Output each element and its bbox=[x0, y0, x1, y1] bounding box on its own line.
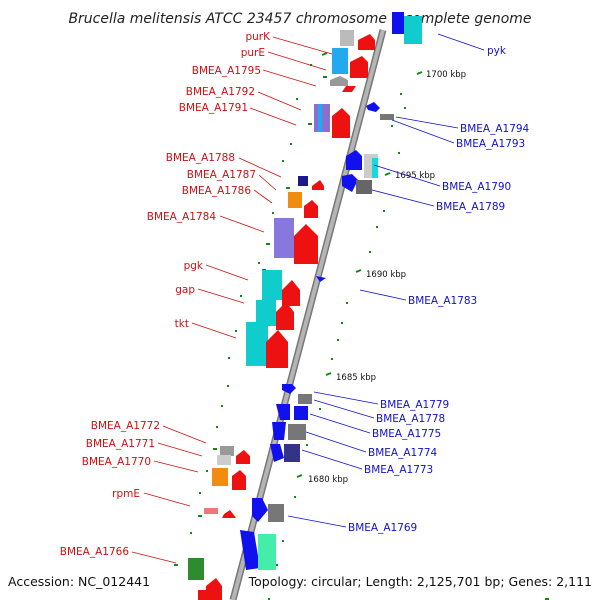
label-BMEA_A1773: BMEA_A1773 bbox=[364, 464, 433, 476]
label-BMEA_A1792: BMEA_A1792 bbox=[186, 86, 255, 98]
gene-BMEA_A1791-arrow bbox=[332, 108, 350, 138]
gene-BMEA_A1793-box bbox=[380, 114, 394, 120]
label-BMEA_A1771: BMEA_A1771 bbox=[86, 438, 155, 450]
gene-purE-small-red bbox=[342, 86, 356, 92]
gene-BMEA_A1773-arrow bbox=[270, 444, 284, 462]
map-title: Brucella melitensis ATCC 23457 chromosom… bbox=[68, 11, 531, 27]
label-BMEA_A1766: BMEA_A1766 bbox=[60, 546, 130, 558]
gene-BMEA_A1794-arrow bbox=[366, 102, 380, 112]
tick-label-1700: 1700 kbp bbox=[426, 70, 466, 80]
label-tkt: tkt bbox=[175, 318, 189, 330]
gene-BMEA_A1772-arrow bbox=[236, 450, 250, 464]
label-BMEA_A1770: BMEA_A1770 bbox=[82, 456, 151, 468]
tick-label-1695: 1695 kbp bbox=[395, 171, 435, 181]
label-gap: gap bbox=[175, 284, 195, 296]
gene-BMEA_A1786-box bbox=[288, 192, 302, 208]
label-BMEA_A1789: BMEA_A1789 bbox=[436, 201, 505, 213]
gene-BMEA_A1772-box bbox=[220, 446, 234, 456]
label-BMEA_A1794: BMEA_A1794 bbox=[460, 123, 530, 135]
label-BMEA_A1778: BMEA_A1778 bbox=[376, 413, 445, 425]
label-BMEA_A1791: BMEA_A1791 bbox=[179, 102, 248, 114]
label-BMEA_A1787: BMEA_A1787 bbox=[187, 169, 256, 181]
tick-label-1685: 1685 kbp bbox=[336, 373, 376, 383]
gene-BMEA_A1779-arrow bbox=[282, 384, 296, 394]
gene-BMEA_A1770-arrow bbox=[232, 470, 246, 490]
gene-BMEA_A1789-arrow bbox=[342, 174, 358, 192]
gene-gap-arrow bbox=[276, 302, 294, 330]
gene-BMEA_A1769-arrow bbox=[252, 498, 268, 522]
tick-label-1690: 1690 kbp bbox=[366, 270, 406, 280]
gene-BMEA_A1778-box bbox=[298, 394, 312, 404]
gene-BMEA_A1795-arrow bbox=[350, 56, 368, 78]
forward-genes bbox=[188, 30, 375, 600]
gene-rpmE-arrow bbox=[222, 510, 236, 518]
reverse-genes bbox=[240, 12, 422, 570]
gene-BMEA_A1775-arrow bbox=[276, 404, 290, 420]
right-labels: pyk BMEA_A1794 BMEA_A1793 BMEA_A1790 BME… bbox=[287, 33, 530, 534]
gene-BMEA_A1766-box bbox=[188, 558, 204, 580]
label-BMEA_A1788: BMEA_A1788 bbox=[166, 152, 235, 164]
gene-pgk-arrow bbox=[282, 280, 300, 306]
gene-BMEA_A1784-arrow bbox=[294, 224, 318, 264]
accession-text: Accession: NC_012441 bbox=[8, 574, 150, 589]
gene-BMEA_A1770-box bbox=[212, 468, 228, 486]
gene-BMEA_A1766r-arrow bbox=[240, 530, 260, 570]
gene-pyk-box bbox=[404, 16, 422, 44]
label-purE: purE bbox=[241, 47, 265, 59]
label-BMEA_A1784: BMEA_A1784 bbox=[147, 211, 217, 223]
gene-pgk-box bbox=[262, 270, 282, 300]
gene-rpmE-box bbox=[204, 508, 218, 514]
gene-tkt-box bbox=[246, 322, 268, 366]
gene-BMEA_A1784-box bbox=[274, 218, 294, 258]
gene-gap-box bbox=[256, 300, 276, 326]
label-BMEA_A1786: BMEA_A1786 bbox=[182, 185, 252, 197]
label-BMEA_A1774: BMEA_A1774 bbox=[368, 447, 438, 459]
label-BMEA_A1769: BMEA_A1769 bbox=[348, 522, 417, 534]
gene-BMEA_A1783-arrow bbox=[316, 276, 326, 282]
gene-BMEA_A1786-arrow bbox=[304, 200, 318, 218]
tick-label-1680: 1680 kbp bbox=[308, 475, 348, 485]
topology-summary: Topology: circular; Length: 2,125,701 bp… bbox=[248, 574, 592, 589]
label-BMEA_A1772: BMEA_A1772 bbox=[91, 420, 160, 432]
gene-purE-box bbox=[332, 48, 348, 74]
label-BMEA_A1795: BMEA_A1795 bbox=[192, 65, 261, 77]
label-purK: purK bbox=[245, 31, 271, 43]
gene-purK-box bbox=[340, 30, 354, 46]
label-pgk: pgk bbox=[184, 260, 204, 272]
left-labels: purK purE BMEA_A1795 BMEA_A1792 BMEA_A17… bbox=[60, 31, 333, 564]
gene-BMEA_A1790-arrow bbox=[346, 150, 362, 170]
label-BMEA_A1779: BMEA_A1779 bbox=[380, 399, 449, 411]
track-dots bbox=[190, 64, 406, 600]
gene-BMEA_A1788-box bbox=[298, 176, 308, 186]
label-rpmE: rpmE bbox=[112, 488, 140, 500]
gene-BMEA_A1774-arrow bbox=[272, 422, 286, 440]
label-pyk: pyk bbox=[487, 45, 507, 57]
label-BMEA_A1793: BMEA_A1793 bbox=[456, 138, 525, 150]
label-BMEA_A1783: BMEA_A1783 bbox=[408, 295, 477, 307]
gene-BMEA_A1766-arrow bbox=[206, 578, 222, 600]
gene-tkt-arrow bbox=[266, 330, 288, 368]
gene-BMEA_A1787-arrow bbox=[312, 180, 324, 190]
label-BMEA_A1790: BMEA_A1790 bbox=[442, 181, 511, 193]
label-BMEA_A1775: BMEA_A1775 bbox=[372, 428, 441, 440]
gene-purE-small bbox=[330, 76, 348, 86]
gene-purK-arrow bbox=[358, 34, 375, 50]
